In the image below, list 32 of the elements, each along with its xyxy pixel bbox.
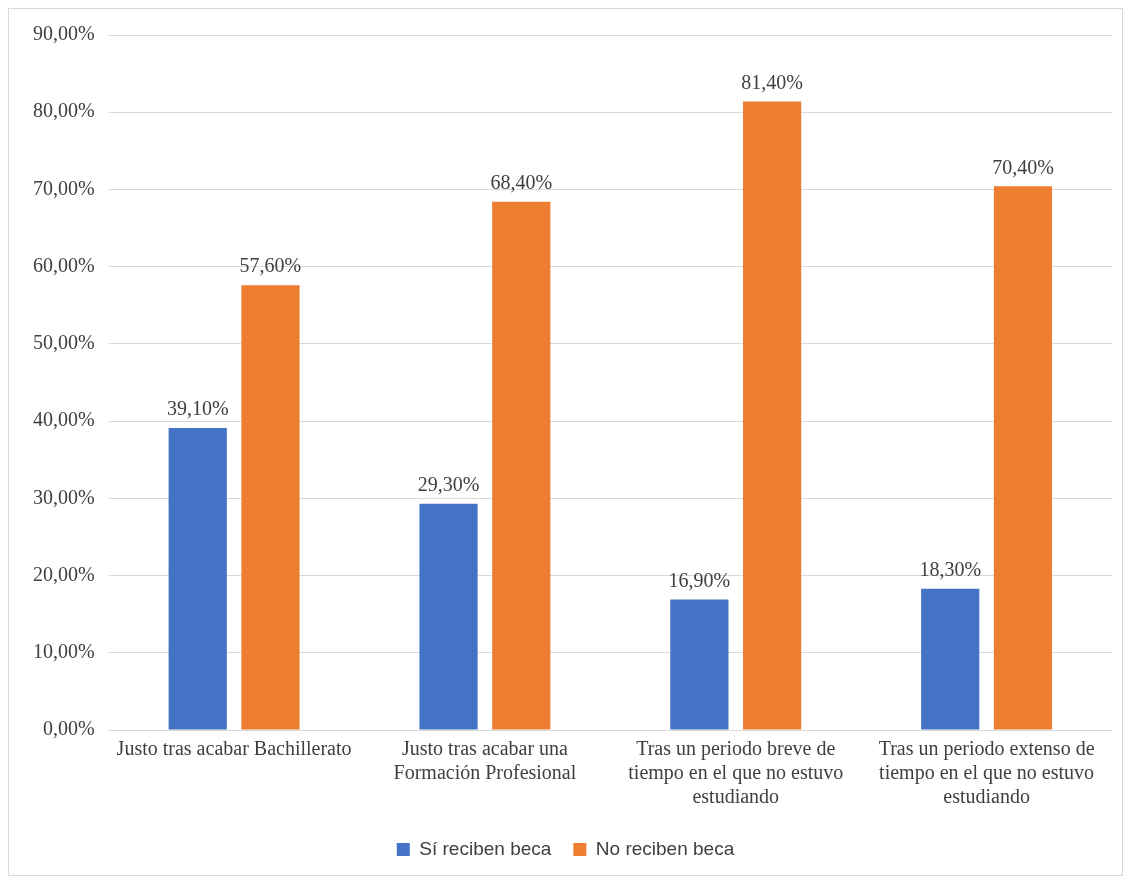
data-label: 39,10% bbox=[166, 397, 229, 420]
y-tick-label: 80,00% bbox=[32, 99, 95, 122]
bar bbox=[168, 428, 227, 730]
y-tick-label: 70,00% bbox=[32, 176, 95, 199]
y-tick-label: 40,00% bbox=[32, 408, 95, 431]
bar bbox=[670, 599, 729, 730]
data-label: 57,60% bbox=[239, 254, 302, 277]
x-tick-label: Justo tras acabar una Formación Profesional bbox=[393, 737, 577, 784]
y-tick-label: 10,00% bbox=[32, 640, 95, 663]
legend-label: No reciben beca bbox=[595, 837, 735, 859]
bar bbox=[419, 503, 478, 730]
y-tick-label: 20,00% bbox=[32, 562, 95, 585]
y-tick-label: 0,00% bbox=[42, 717, 95, 740]
bar bbox=[743, 101, 802, 730]
x-tick-label: Justo tras acabar Bachillerato bbox=[116, 737, 352, 760]
y-tick-label: 30,00% bbox=[32, 485, 95, 508]
y-tick-label: 50,00% bbox=[32, 331, 95, 354]
x-tick-label: Tras un periodo extenso de tiempo en el que no estuvo estudiando bbox=[878, 737, 1095, 808]
bar bbox=[492, 201, 551, 730]
y-tick-label: 60,00% bbox=[32, 253, 95, 276]
bar bbox=[921, 588, 980, 730]
y-tick-label: 90,00% bbox=[32, 22, 95, 45]
legend-label: Sí reciben beca bbox=[419, 837, 552, 859]
bar bbox=[993, 186, 1053, 730]
data-label: 18,30% bbox=[919, 557, 982, 580]
x-tick-label: Tras un periodo breve de tiempo en el que no estuvo estudiando bbox=[628, 737, 844, 808]
bar bbox=[241, 285, 300, 730]
data-label: 81,40% bbox=[741, 70, 803, 93]
data-label: 70,40% bbox=[992, 155, 1054, 178]
data-label: 16,90% bbox=[668, 568, 731, 591]
data-label: 68,40% bbox=[490, 171, 553, 194]
data-label: 29,30% bbox=[417, 472, 480, 495]
